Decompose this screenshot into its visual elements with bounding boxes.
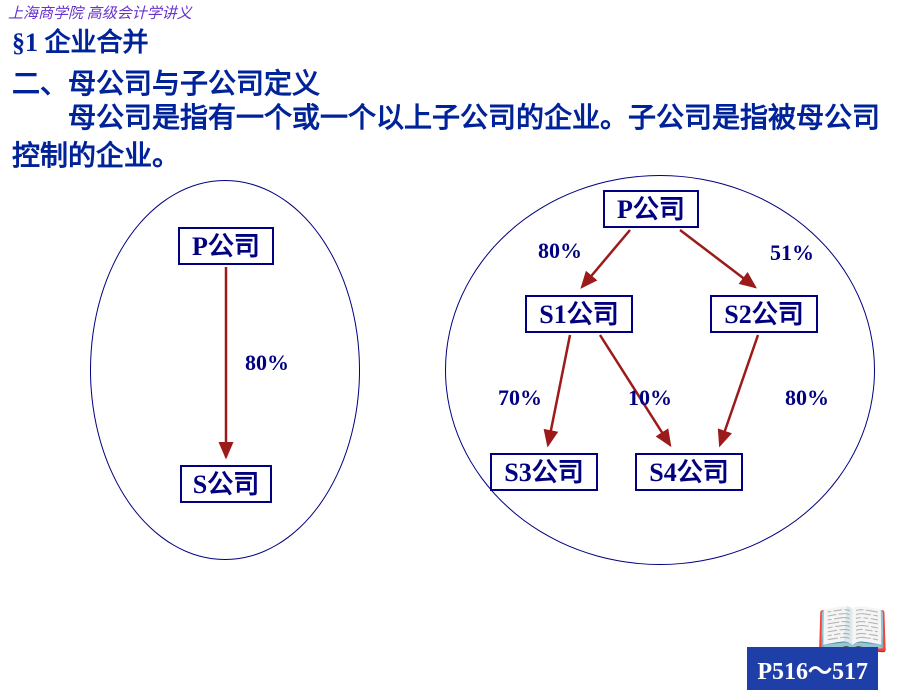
- node-s3: S3公司: [490, 453, 598, 491]
- node-s: S公司: [180, 465, 272, 503]
- body-text: 母公司是指有一个或一个以上子公司的企业。子公司是指被母公司控制的企业。: [12, 100, 900, 176]
- node-s4: S4公司: [635, 453, 743, 491]
- node-p: P公司: [178, 227, 274, 265]
- diagram-canvas: P公司 S公司 80% P公司 S1公司 S2公司 S3公司 S4公司 80% 51% 70% 10%…: [0, 175, 920, 605]
- node-p: P公司: [603, 190, 699, 228]
- page-reference: P516～517: [747, 647, 878, 690]
- node-s1: S1公司: [525, 295, 633, 333]
- edge-label-S1-S3: 70%: [498, 385, 542, 411]
- group-ellipse: [445, 175, 875, 565]
- edge-label-P-S: 80%: [245, 350, 289, 376]
- edge-label-P-S2: 51%: [770, 240, 814, 266]
- sub-heading: 二、母公司与子公司定义: [12, 62, 320, 102]
- edge-label-S1-S4: 10%: [628, 385, 672, 411]
- section-title: §1 企业合并: [12, 22, 149, 59]
- edge-label-P-S1: 80%: [538, 238, 582, 264]
- header-note: 上海商学院 高级会计学讲义: [8, 2, 192, 23]
- edge-label-S2-S4: 80%: [785, 385, 829, 411]
- node-s2: S2公司: [710, 295, 818, 333]
